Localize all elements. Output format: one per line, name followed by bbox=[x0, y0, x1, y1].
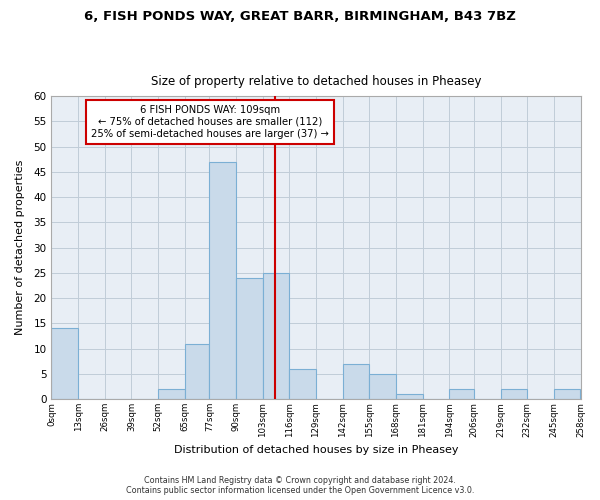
Bar bbox=[263, 273, 289, 399]
Bar bbox=[396, 394, 422, 399]
Text: Contains HM Land Registry data © Crown copyright and database right 2024.
Contai: Contains HM Land Registry data © Crown c… bbox=[126, 476, 474, 495]
Title: Size of property relative to detached houses in Pheasey: Size of property relative to detached ho… bbox=[151, 74, 481, 88]
Y-axis label: Number of detached properties: Number of detached properties bbox=[15, 160, 25, 336]
Text: 6, FISH PONDS WAY, GREAT BARR, BIRMINGHAM, B43 7BZ: 6, FISH PONDS WAY, GREAT BARR, BIRMINGHA… bbox=[84, 10, 516, 23]
Bar bbox=[52, 328, 78, 399]
Bar bbox=[500, 389, 527, 399]
X-axis label: Distribution of detached houses by size in Pheasey: Distribution of detached houses by size … bbox=[174, 445, 458, 455]
Text: 6 FISH PONDS WAY: 109sqm
← 75% of detached houses are smaller (112)
25% of semi-: 6 FISH PONDS WAY: 109sqm ← 75% of detach… bbox=[91, 106, 329, 138]
Bar bbox=[185, 344, 209, 399]
Bar bbox=[209, 162, 236, 399]
Bar bbox=[158, 389, 185, 399]
Bar bbox=[369, 374, 396, 399]
Bar bbox=[449, 389, 474, 399]
Bar bbox=[289, 368, 316, 399]
Bar bbox=[343, 364, 369, 399]
Bar bbox=[554, 389, 580, 399]
Bar bbox=[236, 278, 263, 399]
